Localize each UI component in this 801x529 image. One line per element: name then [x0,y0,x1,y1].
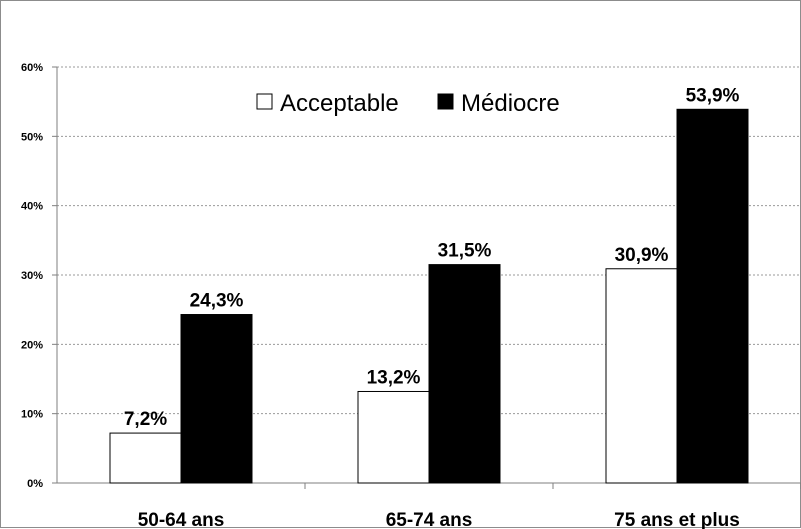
bar-m-diocre-3 [676,108,749,484]
legend-swatch-mediocre [437,93,454,110]
y-tick-label: 50% [21,131,43,143]
data-label: 13,2% [367,367,421,388]
x-category-label: 50-64 ans [138,510,225,529]
x-category-label: 65-74 ans [386,510,473,529]
x-axis-labels: 50-64 ans 65-74 ans 75 ans et plus [138,483,801,529]
data-label: 30,9% [615,245,669,266]
legend-label-mediocre: Médiocre [461,90,560,117]
data-labels: 7,2% 24,3% 13,2% 31,5% 30,9% 53,9% [124,85,740,430]
data-label: 24,3% [190,291,244,312]
legend: Acceptable Médiocre [256,90,560,117]
data-label: 53,9% [686,85,740,106]
bar-acceptable-1 [109,432,182,484]
data-label: 7,2% [124,409,167,430]
legend-swatch-acceptable [256,93,273,110]
legend-label-acceptable: Acceptable [280,90,399,117]
bar-m-diocre-2 [428,264,501,484]
y-tick-label: 20% [21,339,43,351]
y-tick-label: 40% [21,201,43,213]
y-tick-label: 30% [21,270,43,282]
bar-acceptable-2 [357,390,430,484]
bar-m-diocre-1 [180,314,253,484]
data-label: 31,5% [438,241,492,262]
y-tick-label: 0% [27,478,43,490]
bars [109,108,749,484]
x-category-label: 75 ans et plus [614,510,740,529]
y-tick-label: 60% [21,62,43,74]
y-tick-label: 10% [21,409,43,421]
bar-acceptable-3 [605,268,678,484]
